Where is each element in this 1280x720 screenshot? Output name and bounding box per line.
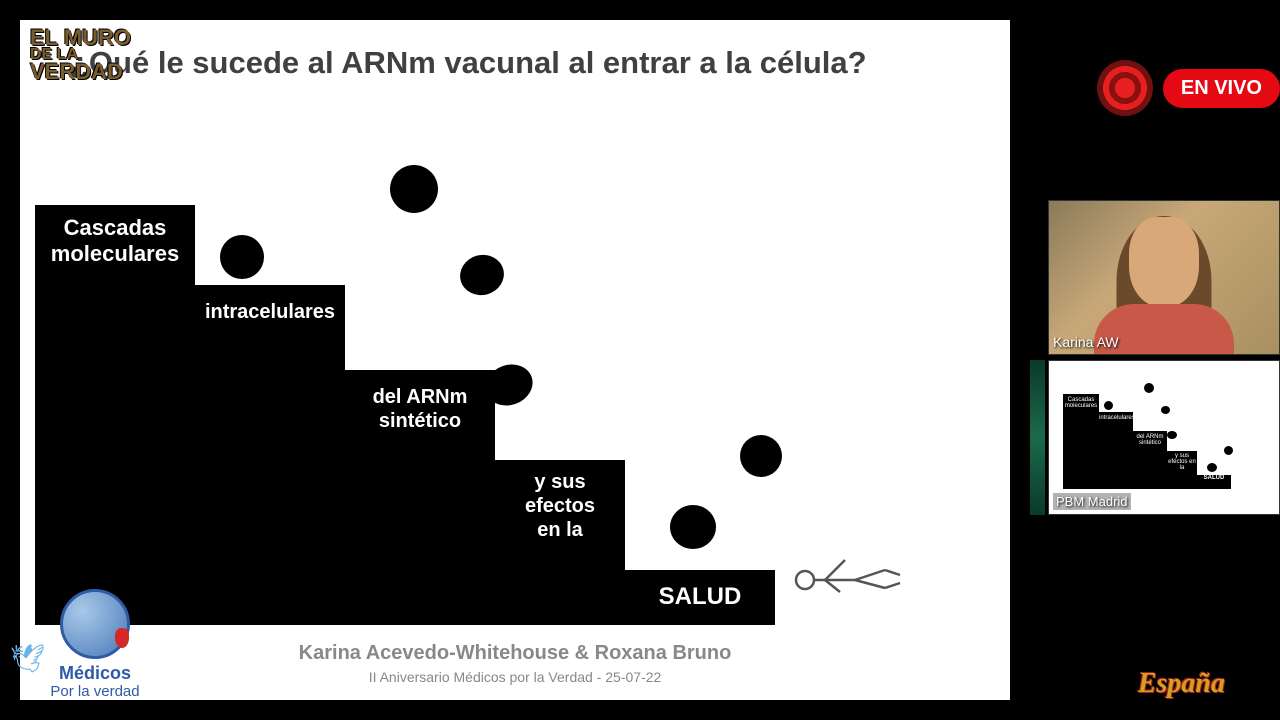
ball-6 — [670, 505, 716, 549]
ball-1 — [390, 165, 438, 213]
mini-step-1: Cascadas moleculares — [1063, 394, 1099, 489]
mini-step-5: SALUD — [1197, 475, 1231, 489]
fallen-person-icon — [790, 540, 910, 605]
logo-el-muro: EL MURO DE LA VERDAD — [30, 28, 131, 82]
step-1: Cascadas moleculares — [35, 205, 195, 625]
muro-line3: VERDAD — [30, 62, 131, 82]
authors-text: Karina Acevedo-Whitehouse & Roxana Bruno — [20, 642, 1010, 665]
step-5-label: SALUD — [659, 583, 742, 612]
step-3-label: del ARNm sintético — [373, 385, 468, 433]
ball-3 — [456, 250, 509, 300]
mini-step-3: del ARNm sintético — [1133, 431, 1167, 489]
step-2-label: intracelulares — [205, 300, 335, 324]
slide-canvas: ¿Qué le sucede al ARNm vacunal al entrar… — [20, 20, 1010, 700]
webcam-speaker[interactable]: Karina AW — [1048, 200, 1280, 355]
mini-ball — [1161, 406, 1170, 414]
step-4: y sus efectos en la — [495, 460, 625, 625]
main-slide-region: ¿Qué le sucede al ARNm vacunal al entrar… — [0, 0, 1030, 720]
step-3: del ARNm sintético — [345, 370, 495, 625]
avatar-face — [1129, 217, 1199, 307]
logo-medicos: 🕊 Médicos Por la verdad — [25, 589, 165, 700]
live-badge: EN VIVO — [1097, 60, 1280, 116]
mini-ball — [1207, 463, 1217, 472]
mini-ball — [1224, 446, 1233, 455]
mini-step-2: intracelulares — [1099, 412, 1133, 489]
medicos-line1: Médicos — [25, 664, 165, 684]
step-5: SALUD — [625, 570, 775, 625]
step-1-label: Cascadas moleculares — [51, 215, 179, 268]
ball-5 — [740, 435, 782, 477]
globe-icon — [60, 589, 130, 659]
event-subtitle: II Aniversario Médicos por la Verdad - 2… — [20, 669, 1010, 685]
record-icon — [1097, 60, 1153, 116]
mini-ball — [1167, 431, 1177, 439]
right-panel: EN VIVO Karina AW Cascadas moleculares i… — [1030, 0, 1280, 720]
muro-line1: EL MURO — [30, 28, 131, 48]
mini-slide-thumbnail[interactable]: Cascadas moleculares intracelulares del … — [1048, 360, 1280, 515]
dove-icon: 🕊 — [10, 642, 46, 675]
mini-step-4: y sus efectos en la — [1167, 451, 1197, 489]
mini-ball — [1104, 401, 1113, 410]
live-label: EN VIVO — [1163, 69, 1280, 108]
slide-title: ¿Qué le sucede al ARNm vacunal al entrar… — [70, 45, 867, 81]
step-4-label: y sus efectos en la — [525, 470, 595, 542]
country-label: España — [1138, 668, 1225, 700]
mini-ball — [1144, 383, 1154, 393]
side-strip — [1030, 360, 1045, 515]
medicos-line2: Por la verdad — [25, 684, 165, 701]
mini-slide-name: PBM Madrid — [1053, 493, 1131, 510]
speaker-name: Karina AW — [1053, 334, 1119, 350]
ball-2 — [220, 235, 264, 279]
step-2: intracelulares — [195, 285, 345, 625]
